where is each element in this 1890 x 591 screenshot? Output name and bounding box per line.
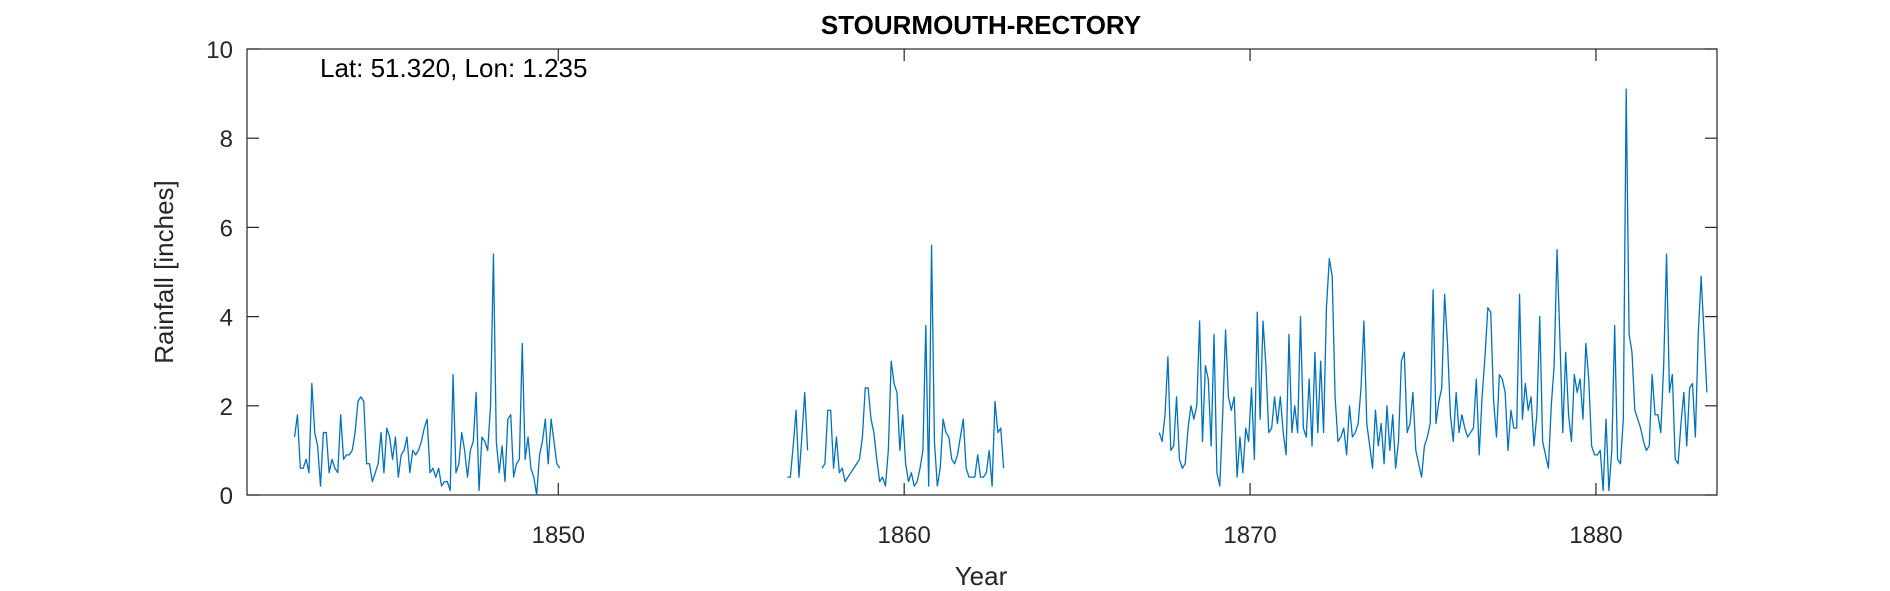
series-layer [293,88,1708,496]
y-tick-label: 8 [220,126,233,153]
y-tick-label: 6 [220,215,233,242]
x-tick-label: 1880 [1569,522,1622,549]
x-tick-label: 1870 [1223,522,1276,549]
rainfall-series-line [821,244,1005,487]
x-tick-label: 1860 [877,522,930,549]
station-annotation: Lat: 51.320, Lon: 1.235 [320,53,587,83]
rainfall-series-line [293,253,561,496]
plot-area [246,48,1718,496]
y-tick-label: 4 [220,305,233,332]
chart-title: STOURMOUTH-RECTORY [821,10,1141,40]
rainfall-series-line [787,391,809,478]
y-tick-label: 0 [220,483,233,510]
y-tick-label: 10 [206,37,233,64]
y-tick-label: 2 [220,394,233,421]
x-axis-label: Year [955,561,1008,591]
y-axis-ticks: 0 2 4 6 8 10 [206,37,1717,510]
x-tick-label: 1850 [532,522,585,549]
x-axis-ticks: 1850 1860 1870 1880 [532,49,1623,549]
y-axis-label: Rainfall [inches] [149,180,179,364]
rainfall-series-line [1158,88,1708,492]
